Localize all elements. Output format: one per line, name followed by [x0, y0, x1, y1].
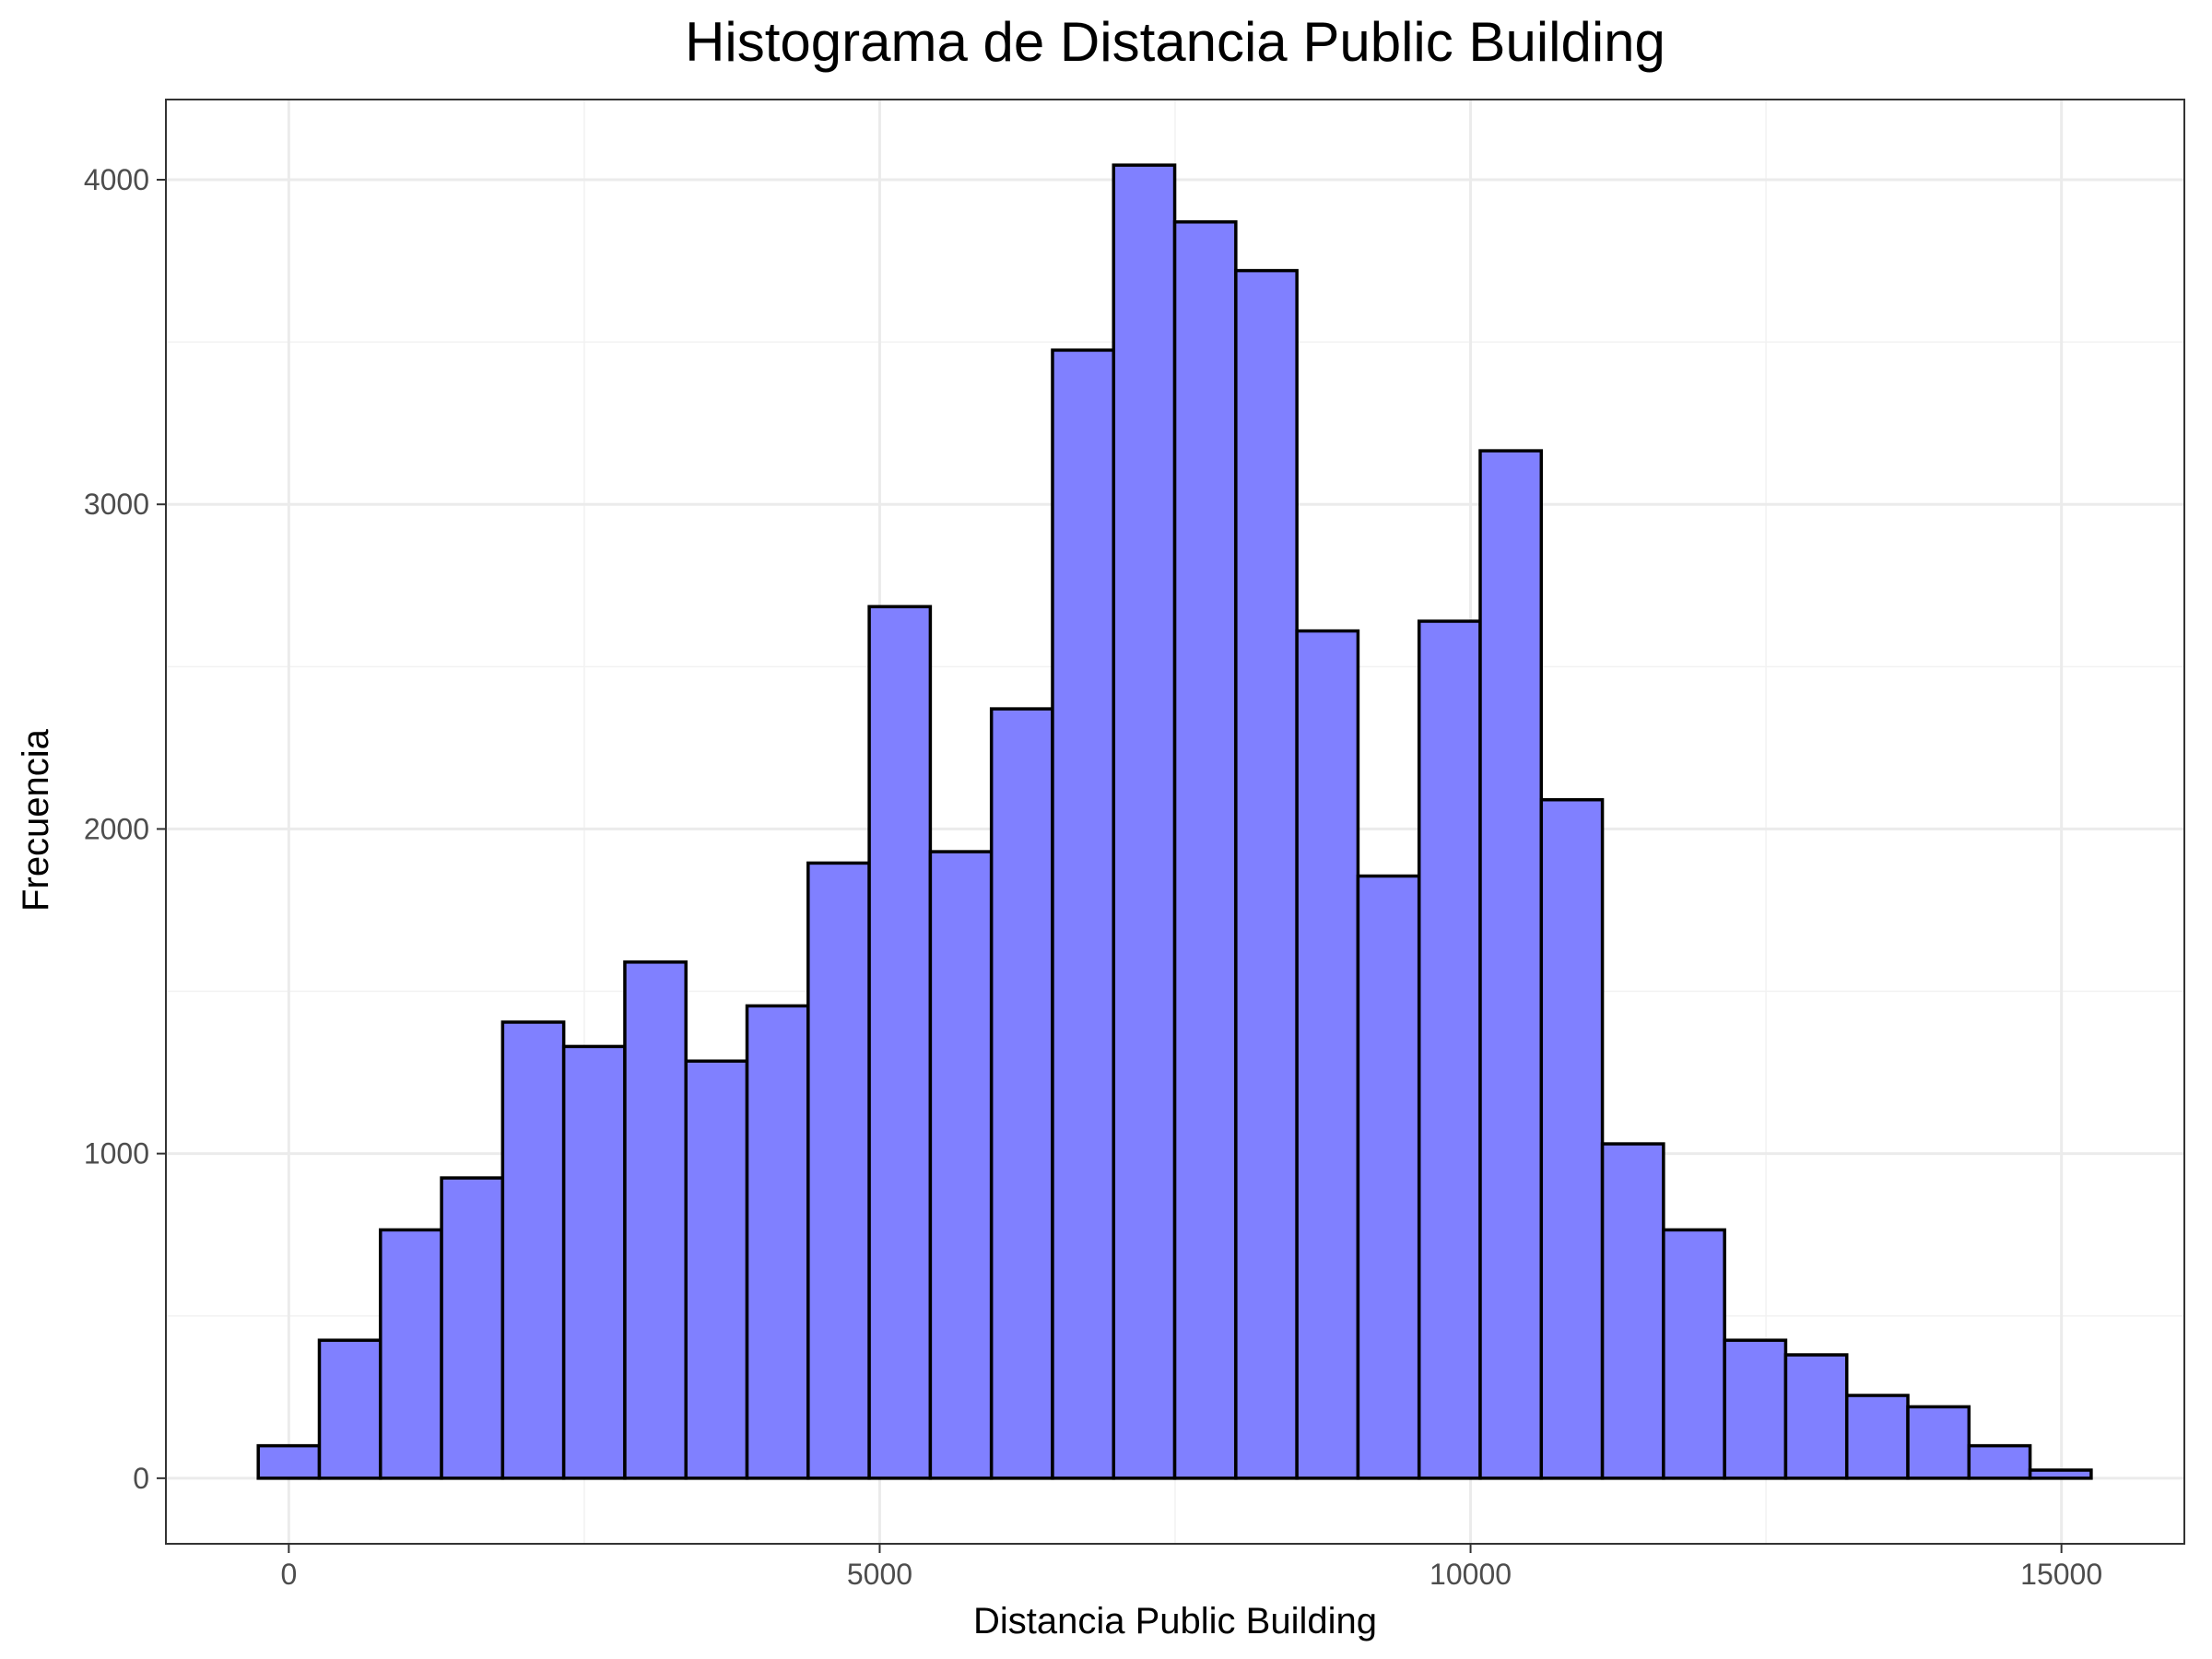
x-tick-label: 0 [280, 1558, 297, 1591]
histogram-bar [561, 1044, 627, 1480]
x-tick-label: 10000 [1430, 1558, 1512, 1591]
histogram-bar [440, 1176, 505, 1480]
x-tick-label: 15000 [2020, 1558, 2102, 1591]
histogram-bar [1967, 1443, 2032, 1480]
y-tick-label: 0 [133, 1462, 149, 1495]
histogram-bar [1112, 163, 1177, 1480]
histogram-bar [317, 1338, 382, 1480]
histogram-bar [500, 1020, 566, 1480]
y-tick-label: 4000 [84, 163, 149, 196]
histogram-bar [867, 605, 933, 1480]
histogram-bar [256, 1443, 322, 1480]
histogram-bar [1478, 449, 1544, 1480]
y-tick-label: 1000 [84, 1137, 149, 1171]
histogram-bar [623, 960, 688, 1480]
histogram-bar [379, 1228, 443, 1480]
histogram-bar [1234, 268, 1299, 1480]
histogram-bar [684, 1059, 749, 1480]
histogram-bar [806, 861, 871, 1480]
histogram-bar [1172, 220, 1238, 1480]
plot-panel-border [165, 99, 2185, 1545]
y-tick-label: 3000 [84, 488, 149, 521]
x-tick-label: 5000 [847, 1558, 912, 1591]
y-axis-title: Frecuencia [16, 728, 56, 912]
histogram-bar [2028, 1468, 2093, 1480]
histogram-bar [1417, 619, 1482, 1480]
histogram-bar [1723, 1338, 1788, 1480]
histogram-bar [989, 707, 1054, 1480]
histogram-bar [745, 1004, 810, 1480]
histogram-bar [1783, 1353, 1849, 1480]
histogram-bar [1844, 1394, 1910, 1480]
histogram-bar [1662, 1228, 1726, 1480]
histogram-bars [256, 163, 2093, 1480]
histogram-bar [1356, 874, 1421, 1480]
chart-title: Histograma de Distancia Public Building [685, 11, 1665, 73]
histogram-bar [1906, 1405, 1971, 1480]
histogram-bar [928, 850, 994, 1480]
histogram-bar [1600, 1142, 1665, 1480]
histogram-bar [1295, 629, 1360, 1480]
histogram-bar [1539, 797, 1605, 1480]
y-tick-label: 2000 [84, 812, 149, 845]
axes: 0 1000 2000 3000 4000 0 5000 10000 15000 [84, 163, 2102, 1591]
x-axis-title: Distancia Public Building [973, 1601, 1377, 1641]
histogram-bar [1051, 348, 1116, 1480]
